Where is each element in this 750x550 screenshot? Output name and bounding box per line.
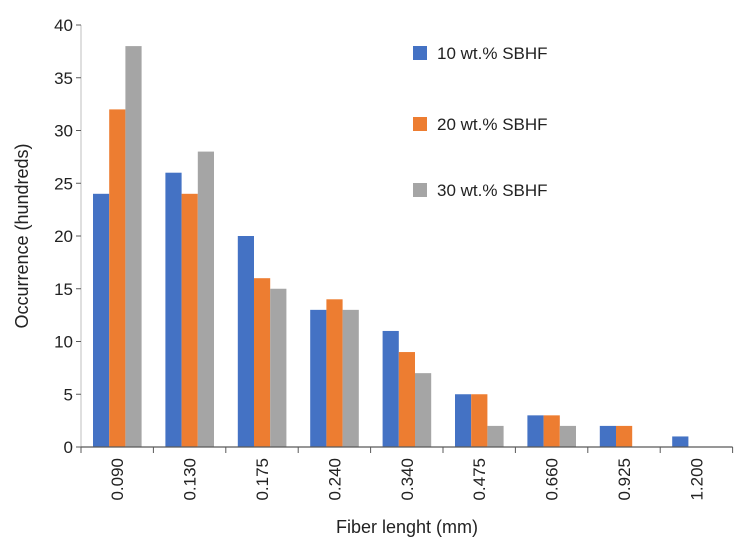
bar-0.660-series-1	[527, 415, 544, 447]
legend: 10 wt.% SBHF 20 wt.% SBHF 30 wt.% SBHF	[413, 44, 548, 200]
bar-0.340-series-2	[398, 352, 415, 447]
legend-label-2: 20 wt.% SBHF	[437, 115, 548, 134]
bar-0.925-series-2	[616, 425, 633, 447]
y-tick-label: 10	[54, 333, 73, 352]
legend-label-3: 30 wt.% SBHF	[437, 181, 548, 200]
bar-0.240-series-1	[310, 309, 327, 447]
x-tick-label: 0.475	[470, 458, 489, 501]
y-tick-label: 0	[64, 438, 73, 457]
y-tick-label: 5	[64, 385, 73, 404]
bar-0.130-series-3	[197, 151, 214, 447]
bar-0.175-series-1	[237, 236, 254, 447]
y-tick-label: 15	[54, 280, 73, 299]
y-tick-label: 40	[54, 16, 73, 35]
legend-swatch-3	[413, 183, 427, 197]
x-tick-label: 0.660	[543, 458, 562, 501]
x-tick-label: 0.130	[181, 458, 200, 501]
bar-0.475-series-3	[487, 425, 504, 447]
bar-0.475-series-1	[455, 394, 472, 447]
bar-0.340-series-3	[415, 373, 432, 447]
x-tick-label: 0.340	[398, 458, 417, 501]
legend-swatch-1	[413, 46, 427, 60]
y-tick-label: 30	[54, 122, 73, 141]
axes: 0 5 10 15 20 25 30 35 40 0.090 0.130 0.175 0.240 0.34…	[54, 16, 734, 501]
bar-0.130-series-1	[165, 172, 182, 447]
bar-0.925-series-1	[599, 425, 616, 447]
bar-0.475-series-2	[471, 394, 488, 447]
y-tick-label: 20	[54, 227, 73, 246]
x-axis-title: Fiber lenght (mm)	[336, 517, 478, 537]
legend-swatch-2	[413, 117, 427, 131]
bar-0.090-series-1	[93, 193, 110, 447]
y-axis-title: Occurrence (hundreds)	[12, 143, 32, 328]
bar-0.340-series-1	[382, 330, 399, 447]
bar-0.240-series-2	[326, 299, 343, 447]
x-tick-label: 0.090	[108, 458, 127, 501]
legend-label-1: 10 wt.% SBHF	[437, 44, 548, 63]
bar-0.240-series-3	[342, 309, 359, 447]
bars	[93, 46, 689, 448]
x-tick-label: 0.925	[615, 458, 634, 501]
bar-1.200-series-1	[672, 436, 689, 447]
bar-0.175-series-2	[254, 278, 271, 447]
bar-0.130-series-2	[181, 193, 198, 447]
bar-0.660-series-3	[559, 425, 576, 447]
x-tick-label: 1.200	[687, 458, 706, 501]
x-tick-label: 0.240	[325, 458, 344, 501]
y-tick-label: 35	[54, 69, 73, 88]
bar-0.660-series-2	[543, 415, 560, 447]
x-tick-label: 0.175	[253, 458, 272, 501]
bar-0.090-series-3	[125, 46, 142, 447]
y-tick-label: 25	[54, 174, 73, 193]
bar-0.090-series-2	[109, 109, 126, 448]
bar-0.175-series-3	[270, 288, 287, 447]
